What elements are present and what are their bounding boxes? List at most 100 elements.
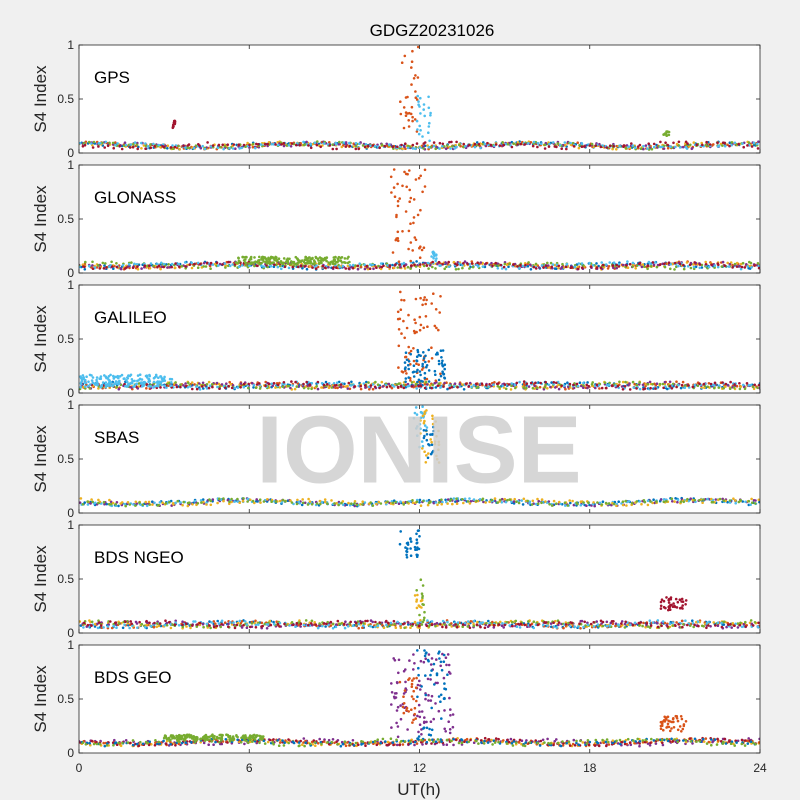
data-point xyxy=(153,144,156,148)
data-point xyxy=(500,624,504,627)
data-point xyxy=(428,264,432,267)
data-point xyxy=(409,112,413,116)
scatter-points xyxy=(79,45,760,151)
data-point xyxy=(416,348,420,352)
data-point xyxy=(412,347,415,350)
data-point xyxy=(149,624,153,628)
data-point xyxy=(430,302,434,305)
data-point xyxy=(571,499,574,503)
data-point xyxy=(435,621,439,625)
data-point xyxy=(547,145,551,148)
data-point xyxy=(531,499,535,503)
data-point xyxy=(388,385,392,388)
data-point xyxy=(497,264,500,267)
data-point xyxy=(429,114,432,117)
data-point xyxy=(222,147,225,151)
data-point xyxy=(102,626,105,629)
data-point xyxy=(307,497,310,501)
data-point xyxy=(659,498,663,501)
data-point xyxy=(716,141,719,145)
data-point xyxy=(532,140,536,144)
data-point xyxy=(610,384,614,387)
data-point xyxy=(339,383,343,386)
data-point xyxy=(447,265,451,269)
data-point xyxy=(284,500,287,503)
data-point xyxy=(443,381,446,385)
data-point xyxy=(193,262,196,266)
data-point xyxy=(333,262,337,266)
data-point xyxy=(260,264,263,268)
data-point xyxy=(527,620,530,623)
data-point xyxy=(254,386,258,390)
data-point xyxy=(730,141,734,144)
data-point xyxy=(389,175,393,179)
y-tick-label: 1 xyxy=(67,158,74,172)
data-point xyxy=(361,144,365,147)
data-point xyxy=(208,620,211,623)
data-point xyxy=(207,386,211,390)
data-point xyxy=(336,619,340,623)
data-point xyxy=(272,382,276,385)
data-point xyxy=(422,499,425,503)
data-point xyxy=(335,383,338,387)
data-point xyxy=(434,308,438,311)
data-point xyxy=(684,140,688,144)
data-point xyxy=(417,363,421,367)
data-point xyxy=(418,146,422,149)
data-point xyxy=(740,265,744,269)
data-point xyxy=(718,497,722,501)
data-point xyxy=(464,144,467,148)
data-point xyxy=(410,385,414,388)
data-point xyxy=(430,440,433,444)
data-point xyxy=(242,385,246,389)
data-point xyxy=(267,382,271,386)
data-point xyxy=(363,501,367,504)
data-point xyxy=(396,145,399,149)
data-point xyxy=(189,385,192,388)
data-point xyxy=(680,383,684,387)
data-point xyxy=(678,262,682,266)
data-point xyxy=(710,263,713,267)
data-point xyxy=(335,266,338,270)
data-point xyxy=(371,144,375,147)
data-point xyxy=(292,261,296,265)
data-point xyxy=(617,624,621,627)
data-point xyxy=(504,387,508,391)
data-point xyxy=(189,626,192,630)
data-point xyxy=(407,360,411,363)
data-point xyxy=(580,619,584,623)
data-point xyxy=(195,385,198,388)
data-point xyxy=(278,264,282,268)
data-point xyxy=(365,264,369,268)
data-point xyxy=(323,498,327,501)
data-point xyxy=(720,265,724,268)
data-point xyxy=(236,497,239,501)
data-point xyxy=(562,384,566,387)
data-point xyxy=(705,140,708,144)
data-point xyxy=(273,263,276,266)
data-point xyxy=(104,383,108,387)
data-point xyxy=(105,266,108,269)
data-point xyxy=(691,385,695,389)
data-point xyxy=(635,384,638,387)
data-point xyxy=(308,259,311,262)
data-point xyxy=(164,502,168,505)
data-point xyxy=(687,386,691,389)
data-point xyxy=(418,445,421,449)
data-point xyxy=(652,142,656,146)
data-point xyxy=(97,501,100,505)
data-point xyxy=(668,380,672,384)
data-point xyxy=(604,501,608,505)
data-point xyxy=(420,379,423,383)
data-point xyxy=(343,626,347,630)
data-point xyxy=(735,384,739,388)
data-point xyxy=(412,198,416,201)
data-point xyxy=(598,142,601,146)
data-point xyxy=(174,381,177,384)
data-point xyxy=(472,498,476,501)
data-point xyxy=(114,621,118,624)
data-point xyxy=(204,265,208,268)
data-point xyxy=(307,387,310,390)
data-point xyxy=(347,267,351,270)
